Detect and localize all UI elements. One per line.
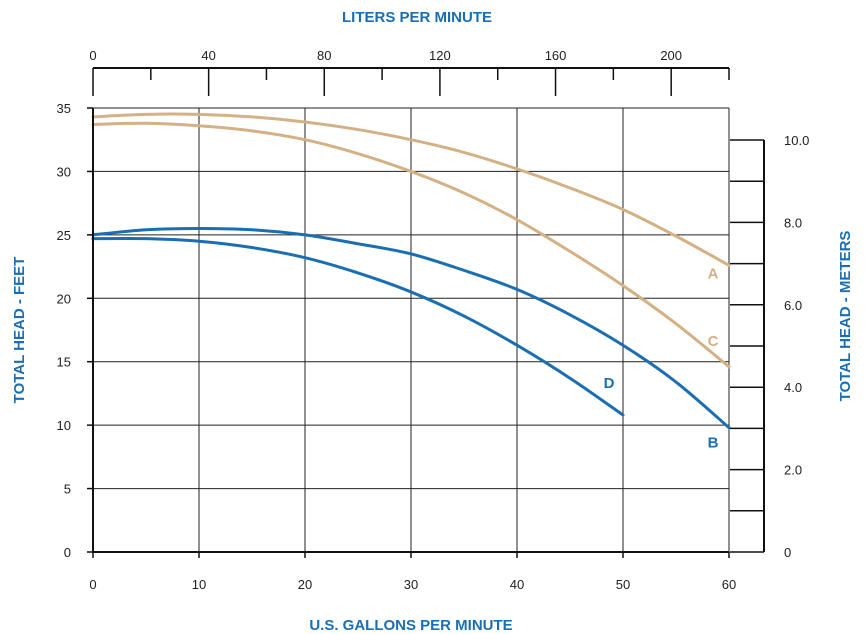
top-axis-tick-label: 160 bbox=[545, 48, 567, 63]
axes-layer: 0 10 20 30 40 50 60 0 5 10 15 20 25 30 35 0 40 80 120 160 20… bbox=[57, 48, 810, 592]
curve-label-a: A bbox=[708, 265, 719, 282]
x-tick-label: 40 bbox=[510, 577, 524, 592]
right-axis-tick-label: 0 bbox=[784, 545, 791, 560]
y-tick-label: 10 bbox=[57, 418, 71, 433]
curve-label-d: D bbox=[604, 375, 615, 392]
series-layer: A C B D bbox=[91, 112, 731, 452]
y-axis-title: TOTAL HEAD - FEET bbox=[11, 257, 28, 404]
grid-layer bbox=[92, 107, 730, 553]
curve-b bbox=[91, 227, 731, 430]
top-x-axis-title: LITERS PER MINUTE bbox=[342, 9, 492, 26]
x-axis-title: U.S. GALLONS PER MINUTE bbox=[309, 617, 512, 634]
top-axis-tick-label: 0 bbox=[89, 48, 96, 63]
x-tick-label: 50 bbox=[616, 577, 630, 592]
top-axis-tick-label: 120 bbox=[429, 48, 451, 63]
y-tick-label: 0 bbox=[64, 545, 71, 560]
top-axis-tick-label: 200 bbox=[660, 48, 682, 63]
curve-a bbox=[91, 112, 731, 267]
y-tick-label: 20 bbox=[57, 291, 71, 306]
right-axis-tick-label: 8.0 bbox=[784, 215, 802, 230]
x-tick-label: 0 bbox=[89, 577, 96, 592]
y-tick-label: 30 bbox=[57, 164, 71, 179]
y-tick-label: 15 bbox=[57, 355, 71, 370]
curve-label-c: C bbox=[708, 333, 719, 350]
curve-c bbox=[91, 121, 731, 369]
x-tick-label: 10 bbox=[192, 577, 206, 592]
x-tick-label: 60 bbox=[722, 577, 736, 592]
x-tick-label: 20 bbox=[298, 577, 312, 592]
top-axis-tick-label: 40 bbox=[201, 48, 215, 63]
top-axis-tick-label: 80 bbox=[317, 48, 331, 63]
right-y-axis-title: TOTAL HEAD - METERS bbox=[837, 231, 854, 402]
right-axis-tick-label: 2.0 bbox=[784, 463, 802, 478]
right-axis-tick-label: 4.0 bbox=[784, 380, 802, 395]
curve-label-b: B bbox=[708, 435, 719, 452]
right-axis-tick-label: 10.0 bbox=[784, 133, 809, 148]
y-tick-label: 25 bbox=[57, 228, 71, 243]
right-axis-tick-label: 6.0 bbox=[784, 298, 802, 313]
y-tick-label: 35 bbox=[57, 101, 71, 116]
y-tick-label: 5 bbox=[64, 482, 71, 497]
curve-d bbox=[91, 236, 625, 417]
x-tick-label: 30 bbox=[404, 577, 418, 592]
